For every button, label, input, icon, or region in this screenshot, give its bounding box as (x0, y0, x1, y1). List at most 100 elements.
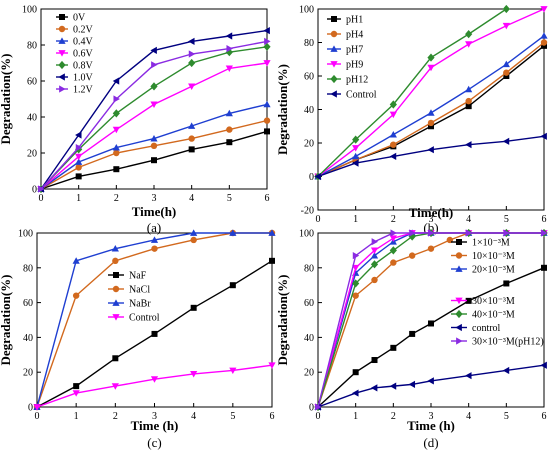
data-point (540, 361, 547, 369)
data-point (268, 229, 276, 236)
data-point (188, 146, 195, 153)
data-point (150, 46, 157, 54)
y-tick-label: 100 (22, 5, 37, 16)
y-tick-label: 20 (27, 149, 37, 160)
x-tick-label: 2 (391, 411, 396, 422)
data-point (465, 229, 473, 237)
series-line (40, 119, 268, 190)
legend-entry: 20×10⁻³M (472, 265, 515, 276)
data-point (112, 144, 120, 151)
data-point (503, 73, 510, 79)
data-point (112, 355, 119, 362)
data-point (389, 100, 397, 109)
data-point (229, 367, 237, 375)
data-point (389, 152, 397, 160)
data-point (352, 264, 360, 272)
data-point (229, 229, 237, 236)
x-tick-label: 2 (114, 193, 119, 204)
legend-marker (58, 37, 66, 44)
data-point (188, 58, 196, 68)
series-4 (33, 362, 276, 411)
x-tick-label: 6 (270, 411, 275, 422)
data-point (150, 142, 158, 149)
x-tick-label: 3 (429, 214, 434, 225)
panel-label: (a) (147, 220, 161, 235)
y-tick-label: 20 (23, 368, 33, 379)
data-point (390, 141, 397, 148)
y-axis-title: Degradation(%) (275, 64, 290, 155)
data-point (541, 229, 548, 237)
data-point (75, 144, 83, 152)
data-point (150, 101, 158, 108)
legend: pH1 pH4 pH7 pH9 pH12 Control (327, 15, 377, 101)
panel-label: (b) (423, 220, 438, 235)
legend-marker (330, 74, 338, 84)
y-tick-label: 80 (304, 38, 314, 49)
chart-panel-1: 0 1 2 3 4 5 6020406080100Time(h)Degradation(%)… (0, 5, 271, 235)
data-point (112, 77, 120, 85)
x-tick-label: 5 (504, 214, 509, 225)
legend-entry: 30×10⁻³M (472, 296, 515, 307)
legend-marker (112, 285, 120, 293)
series-6 (314, 361, 547, 411)
data-point (427, 53, 435, 62)
x-tick-label: 3 (429, 411, 434, 422)
y-tick-label: 80 (27, 41, 37, 52)
data-point (264, 37, 271, 45)
data-point (188, 83, 196, 90)
y-tick-label: 0 (32, 185, 37, 196)
data-point (188, 37, 195, 45)
legend-marker (330, 30, 338, 38)
data-point (503, 280, 510, 287)
y-tick-label: 100 (18, 229, 33, 240)
x-tick-label: 0 (316, 214, 321, 225)
legend-entry: 1×10⁻³M (472, 238, 510, 249)
y-tick-label: 60 (27, 77, 37, 88)
y-tick-label: 40 (27, 113, 37, 124)
legend-entry: 1.0V (73, 73, 94, 84)
data-point (314, 172, 321, 181)
data-point (75, 158, 83, 165)
data-point (390, 259, 397, 266)
legend-marker (113, 272, 119, 278)
legend: 1×10⁻³M 10×10⁻³M 20×10⁻³M 30×10⁻³M 40×10⁻³M c… (451, 238, 544, 348)
legend-entry: 1.2V (73, 85, 94, 96)
data-point (226, 45, 233, 53)
data-point (428, 123, 434, 130)
x-tick-label: 1 (74, 411, 79, 422)
y-tick-label: 20 (304, 368, 314, 379)
data-point (188, 135, 195, 142)
y-tick-label: 0 (28, 403, 33, 414)
legend: 0V0.2V0.4V0.6V0.8V1.0V1.2V (56, 13, 94, 96)
legend-marker (58, 60, 66, 70)
x-tick-label: 0 (35, 411, 40, 422)
data-point (540, 32, 548, 39)
y-tick-label: 80 (304, 263, 314, 274)
series-line (36, 364, 273, 408)
legend: NaF NaCl NaBr Control (108, 271, 160, 324)
legend-marker (330, 61, 338, 68)
legend-entry: control (472, 323, 501, 334)
data-point (263, 100, 271, 108)
legend-entry: 40×10⁻³M (472, 310, 515, 321)
legend-entry: NaBr (129, 299, 151, 310)
data-point (370, 247, 379, 254)
y-tick-label: 100 (299, 229, 314, 240)
data-point (75, 164, 82, 171)
data-point (427, 146, 434, 154)
legend-entry: NaF (129, 271, 147, 282)
x-tick-label: 4 (466, 214, 471, 225)
data-point (409, 229, 416, 237)
x-tick-label: 5 (230, 411, 235, 422)
series-line (317, 135, 545, 178)
data-point (352, 145, 360, 152)
data-point (541, 264, 547, 271)
data-point (370, 252, 379, 259)
x-tick-label: 1 (353, 214, 358, 225)
data-point (75, 153, 83, 161)
x-axis-title: Time (h) (131, 418, 179, 433)
data-point (370, 260, 379, 269)
data-point (389, 235, 397, 242)
data-point (352, 152, 360, 160)
data-point (408, 252, 416, 259)
